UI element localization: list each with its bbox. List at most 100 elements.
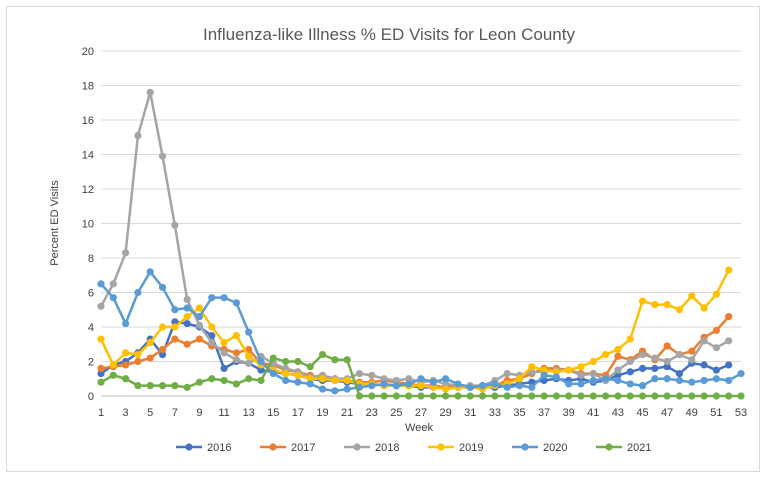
- data-point: [700, 361, 708, 369]
- data-point: [195, 378, 204, 386]
- data-point: [552, 368, 560, 376]
- data-point: [614, 366, 622, 374]
- legend-item-2017: 2017: [260, 442, 315, 454]
- data-point: [725, 361, 733, 369]
- data-point: [392, 382, 400, 390]
- legend: 2016 2017 2018 2019 2020 2021: [176, 442, 651, 454]
- data-point: [577, 392, 585, 400]
- data-point: [195, 335, 204, 343]
- legend-item-2020: 2020: [512, 442, 567, 454]
- data-point: [257, 366, 265, 374]
- data-point: [700, 376, 708, 385]
- data-point: [700, 304, 708, 312]
- data-point: [614, 345, 622, 354]
- data-point: [442, 392, 450, 400]
- data-point: [528, 363, 536, 371]
- data-point: [343, 376, 351, 385]
- data-point: [675, 392, 684, 400]
- data-point: [712, 375, 720, 383]
- data-point: [725, 337, 733, 345]
- data-point: [171, 323, 179, 331]
- data-point: [282, 364, 290, 372]
- data-point: [626, 392, 634, 400]
- x-tick-label: 21: [341, 407, 353, 419]
- data-point: [282, 357, 290, 366]
- data-point: [368, 392, 376, 400]
- y-tick-label: 8: [88, 253, 94, 265]
- data-point: [725, 313, 733, 321]
- y-tick-label: 0: [88, 391, 94, 403]
- data-point: [626, 335, 634, 343]
- data-point: [232, 380, 240, 388]
- data-point: [158, 283, 167, 291]
- data-point: [195, 304, 204, 312]
- y-tick-labels: 0 2 4 6 8 10 12 14 16 18 20: [82, 46, 94, 403]
- data-point: [232, 299, 240, 307]
- series-line-2019: [99, 269, 730, 391]
- data-point: [368, 382, 376, 390]
- x-tick-label: 13: [243, 407, 255, 419]
- data-point: [195, 313, 204, 321]
- data-point: [565, 380, 573, 388]
- x-tick-label: 41: [587, 407, 599, 419]
- data-point: [220, 376, 228, 385]
- data-point: [331, 356, 339, 364]
- data-point: [405, 392, 413, 400]
- data-point: [700, 337, 708, 345]
- data-point: [638, 297, 647, 305]
- x-tick-label: 25: [390, 407, 402, 419]
- data-point: [577, 371, 585, 379]
- data-point: [97, 378, 105, 386]
- data-point: [688, 392, 696, 400]
- data-point: [614, 376, 622, 385]
- data-point: [651, 392, 659, 400]
- y-tick-label: 14: [82, 150, 94, 162]
- x-tick-labels: 1 3 5 7 9 11 13 15 17 19 21 23 25 27 29 31 33 35 37 39 41 43 4…: [98, 407, 747, 419]
- legend-label: 2019: [459, 442, 483, 454]
- legend-label: 2018: [375, 442, 399, 454]
- data-point: [552, 392, 560, 400]
- data-point: [220, 294, 228, 302]
- data-point: [540, 371, 548, 379]
- data-point: [503, 369, 511, 378]
- x-tick-label: 49: [686, 407, 698, 419]
- data-point: [442, 380, 450, 388]
- data-point: [417, 375, 425, 383]
- data-point: [725, 266, 733, 274]
- data-point: [232, 332, 240, 340]
- legend-label: 2017: [291, 442, 315, 454]
- data-point: [478, 392, 487, 400]
- data-point: [122, 319, 130, 328]
- x-tick-label: 23: [366, 407, 378, 419]
- data-point: [208, 323, 216, 331]
- data-point: [306, 380, 314, 388]
- data-point: [380, 380, 388, 388]
- data-point: [429, 392, 437, 400]
- data-point: [577, 363, 585, 371]
- x-tick-label: 47: [661, 407, 673, 419]
- data-point: [331, 376, 339, 385]
- data-point: [417, 392, 425, 400]
- data-point: [122, 375, 130, 383]
- data-point: [417, 382, 425, 390]
- data-point: [565, 366, 573, 374]
- data-point: [269, 369, 277, 378]
- legend-swatch-marker: [185, 443, 193, 451]
- data-point: [528, 383, 536, 391]
- data-point: [405, 375, 413, 383]
- data-point: [589, 392, 597, 400]
- data-point: [134, 288, 142, 297]
- y-tick-label: 6: [88, 288, 94, 300]
- data-point: [355, 392, 364, 400]
- data-point: [171, 306, 179, 314]
- data-point: [171, 335, 179, 343]
- series-2021: [97, 351, 745, 400]
- data-point: [577, 380, 585, 388]
- data-point: [183, 304, 191, 312]
- data-point: [589, 376, 597, 385]
- data-point: [171, 221, 179, 229]
- chart-title: Influenza-like Illness % ED Visits for L…: [203, 25, 575, 44]
- data-point: [602, 351, 610, 359]
- x-tick-label: 43: [612, 407, 624, 419]
- x-tick-label: 53: [735, 407, 747, 419]
